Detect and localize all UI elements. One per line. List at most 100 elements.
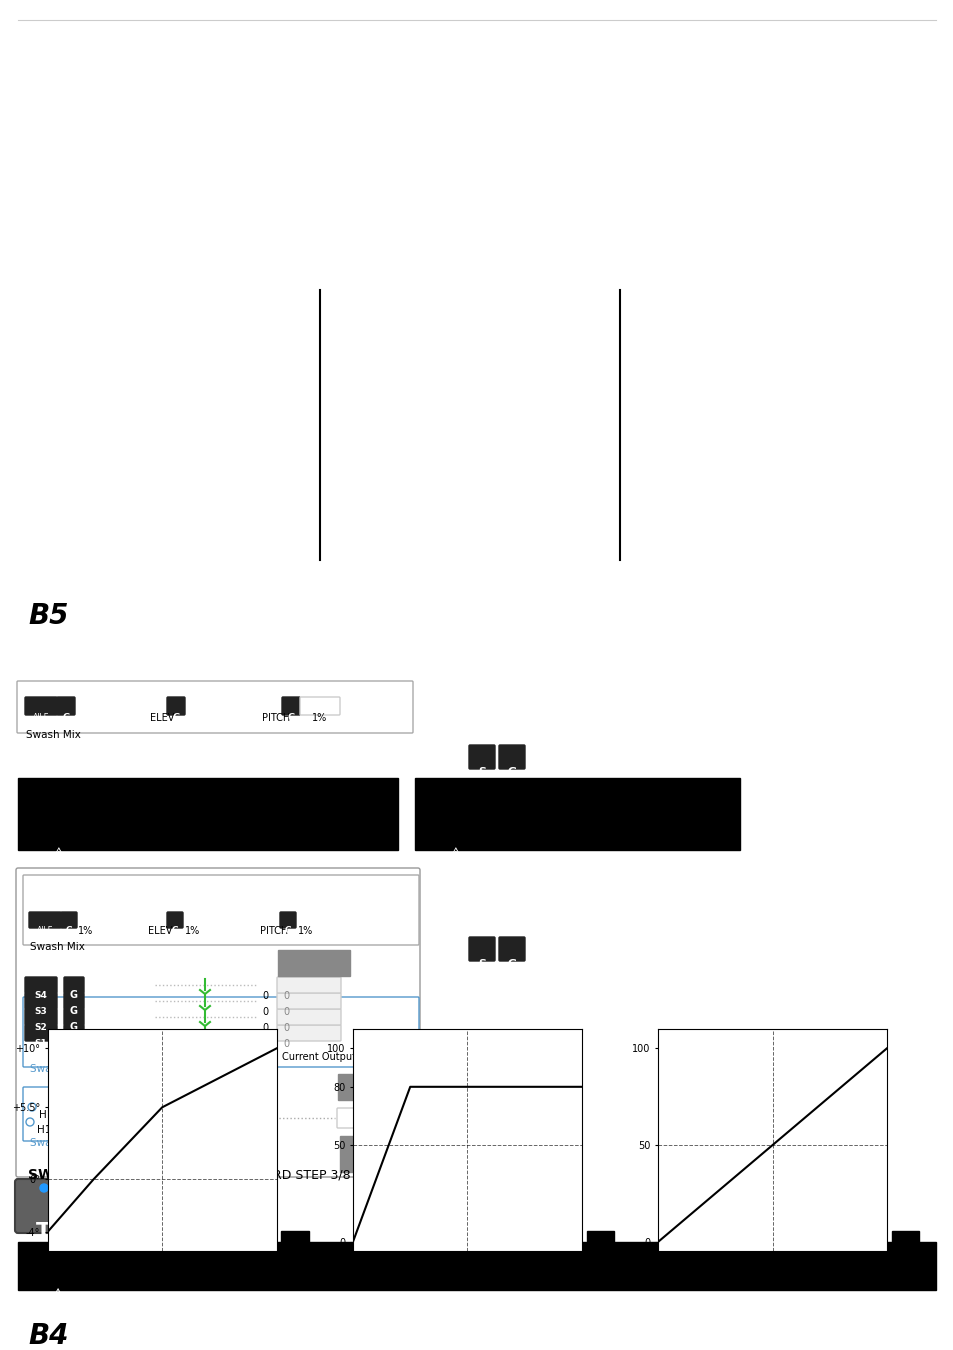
Text: 1%: 1% <box>78 926 93 936</box>
FancyBboxPatch shape <box>276 1008 340 1025</box>
Bar <box>891 1231 919 1262</box>
Text: G: G <box>287 713 294 722</box>
Text: G: G <box>70 1038 78 1048</box>
Text: AILE: AILE <box>37 926 53 936</box>
FancyBboxPatch shape <box>336 1108 387 1129</box>
Text: 0: 0 <box>262 991 268 1000</box>
Text: 0: 0 <box>262 1040 268 1049</box>
Text: 0: 0 <box>283 1023 289 1033</box>
Text: 0: 0 <box>283 1007 289 1017</box>
FancyBboxPatch shape <box>23 1087 225 1141</box>
Text: S1: S1 <box>34 1040 48 1048</box>
FancyBboxPatch shape <box>280 913 295 927</box>
FancyBboxPatch shape <box>167 913 183 927</box>
FancyBboxPatch shape <box>25 977 57 994</box>
Text: G: G <box>66 926 72 936</box>
Text: 0%: 0% <box>353 1126 371 1135</box>
FancyBboxPatch shape <box>16 868 419 1177</box>
Text: S2: S2 <box>34 1023 48 1031</box>
Text: G: G <box>284 926 291 936</box>
FancyBboxPatch shape <box>276 1025 340 1041</box>
FancyBboxPatch shape <box>17 680 413 733</box>
Text: Swash Mix: Swash Mix <box>30 942 85 952</box>
Text: PITCH: PITCH <box>262 713 290 724</box>
Text: Swash Type: Swash Type <box>30 1138 91 1148</box>
FancyBboxPatch shape <box>15 1179 73 1233</box>
FancyBboxPatch shape <box>25 1008 57 1025</box>
Text: Trim: Trim <box>162 1052 183 1062</box>
FancyBboxPatch shape <box>57 697 75 716</box>
FancyBboxPatch shape <box>64 1025 84 1041</box>
Bar <box>148 1148 215 1170</box>
Text: G: G <box>172 713 179 722</box>
FancyBboxPatch shape <box>457 1180 521 1233</box>
Text: B5: B5 <box>28 602 69 630</box>
Text: S3: S3 <box>34 1007 48 1017</box>
Bar <box>339 1135 412 1172</box>
Circle shape <box>40 1184 48 1192</box>
Bar <box>586 1231 614 1262</box>
FancyBboxPatch shape <box>29 913 61 927</box>
Text: 1%: 1% <box>297 926 313 936</box>
FancyBboxPatch shape <box>299 697 339 716</box>
Text: WIZARD STEP 3/8: WIZARD STEP 3/8 <box>240 1168 351 1181</box>
FancyBboxPatch shape <box>64 977 84 994</box>
Text: G: G <box>507 767 516 778</box>
Text: H140: H140 <box>39 1110 67 1120</box>
Text: ELEV: ELEV <box>150 713 174 724</box>
FancyBboxPatch shape <box>23 875 418 945</box>
Text: B4: B4 <box>28 1322 69 1350</box>
Bar <box>18 778 397 850</box>
Text: HE3: HE3 <box>94 1110 114 1120</box>
Text: AILE: AILE <box>32 713 50 722</box>
FancyBboxPatch shape <box>64 994 84 1008</box>
Text: ⚠: ⚠ <box>447 846 464 865</box>
Text: TX: TX <box>483 1223 496 1233</box>
Bar <box>281 1231 309 1262</box>
FancyBboxPatch shape <box>25 994 57 1008</box>
Text: ⚠: ⚠ <box>48 1288 68 1308</box>
Text: Swash Mix: Swash Mix <box>26 730 81 740</box>
Text: Swashplate Servos: Swashplate Servos <box>30 1064 129 1075</box>
FancyBboxPatch shape <box>276 977 340 994</box>
Text: T: T <box>36 1222 51 1242</box>
Text: H3: H3 <box>91 1125 107 1135</box>
Text: S: S <box>477 958 485 969</box>
Text: H4: H4 <box>149 1110 163 1120</box>
Text: 1%: 1% <box>185 926 200 936</box>
Text: ⚠: ⚠ <box>50 846 68 865</box>
Bar <box>277 950 350 976</box>
FancyBboxPatch shape <box>282 697 299 716</box>
Bar <box>415 778 740 850</box>
Text: S: S <box>477 767 485 778</box>
Text: HR-3: HR-3 <box>145 1125 170 1135</box>
Text: Direction: Direction <box>100 1052 144 1062</box>
Text: G: G <box>507 958 516 969</box>
FancyBboxPatch shape <box>276 994 340 1008</box>
Text: Current Output: Current Output <box>282 1052 355 1062</box>
Text: G: G <box>70 1022 78 1031</box>
Text: S4: S4 <box>34 991 48 1000</box>
FancyBboxPatch shape <box>167 697 185 716</box>
FancyBboxPatch shape <box>25 697 57 716</box>
Text: 0: 0 <box>262 1007 268 1017</box>
Text: H1: H1 <box>37 1125 51 1135</box>
FancyBboxPatch shape <box>469 745 495 769</box>
FancyBboxPatch shape <box>23 998 418 1066</box>
Text: G: G <box>62 713 70 722</box>
Text: G: G <box>70 1006 78 1017</box>
Text: G: G <box>70 990 78 1000</box>
FancyBboxPatch shape <box>25 1025 57 1041</box>
FancyBboxPatch shape <box>498 745 524 769</box>
Bar <box>337 1075 410 1100</box>
FancyBboxPatch shape <box>64 1008 84 1025</box>
Text: G: G <box>172 926 178 936</box>
FancyBboxPatch shape <box>469 937 495 961</box>
Text: SWASHPLATE: SWASHPLATE <box>28 1168 132 1183</box>
Text: Rotation: Rotation <box>228 1138 272 1148</box>
Text: ELEV: ELEV <box>148 926 172 936</box>
FancyBboxPatch shape <box>61 913 77 927</box>
Text: 0: 0 <box>283 991 289 1000</box>
Text: PITCH: PITCH <box>260 926 288 936</box>
Text: 0: 0 <box>283 1040 289 1049</box>
